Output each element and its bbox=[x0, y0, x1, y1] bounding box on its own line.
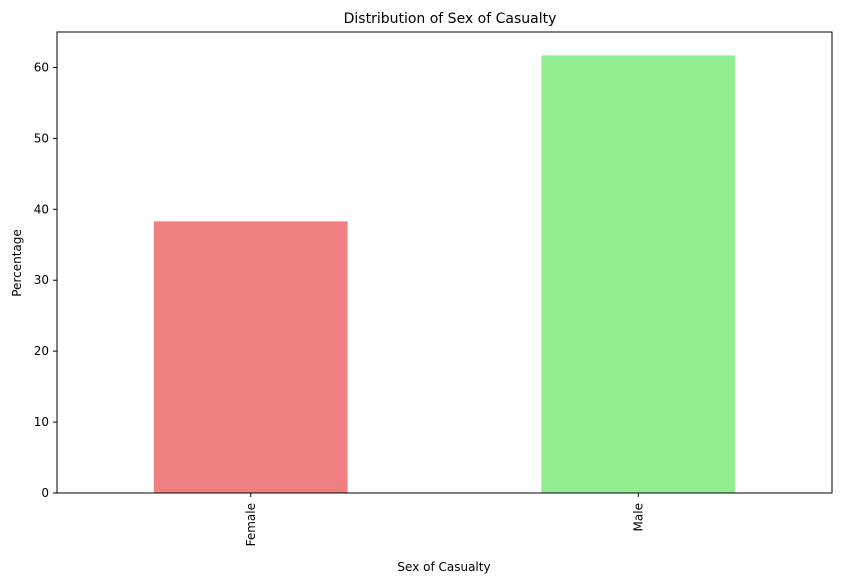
y-axis-ticks: 0 10 20 30 40 50 60 bbox=[34, 60, 57, 500]
bar-male bbox=[541, 55, 736, 494]
y-tick-label-40: 40 bbox=[34, 202, 49, 216]
plot-frame bbox=[56, 31, 833, 494]
x-tick-label-female: Female bbox=[244, 503, 258, 546]
y-tick-label-30: 30 bbox=[34, 273, 49, 287]
y-tick-label-60: 60 bbox=[34, 60, 49, 74]
x-axis-ticks: Female Male bbox=[244, 493, 645, 546]
y-axis-label: Percentage bbox=[10, 229, 24, 297]
x-axis-label: Sex of Casualty bbox=[397, 560, 490, 574]
y-tick-label-20: 20 bbox=[34, 344, 49, 358]
bars-group bbox=[153, 55, 736, 494]
y-tick-label-0: 0 bbox=[41, 486, 49, 500]
x-tick-label-male: Male bbox=[631, 503, 645, 531]
chart-title: Distribution of Sex of Casualty bbox=[344, 11, 557, 27]
bar-female bbox=[153, 221, 348, 493]
y-tick-label-10: 10 bbox=[34, 415, 49, 429]
y-tick-label-50: 50 bbox=[34, 131, 49, 145]
